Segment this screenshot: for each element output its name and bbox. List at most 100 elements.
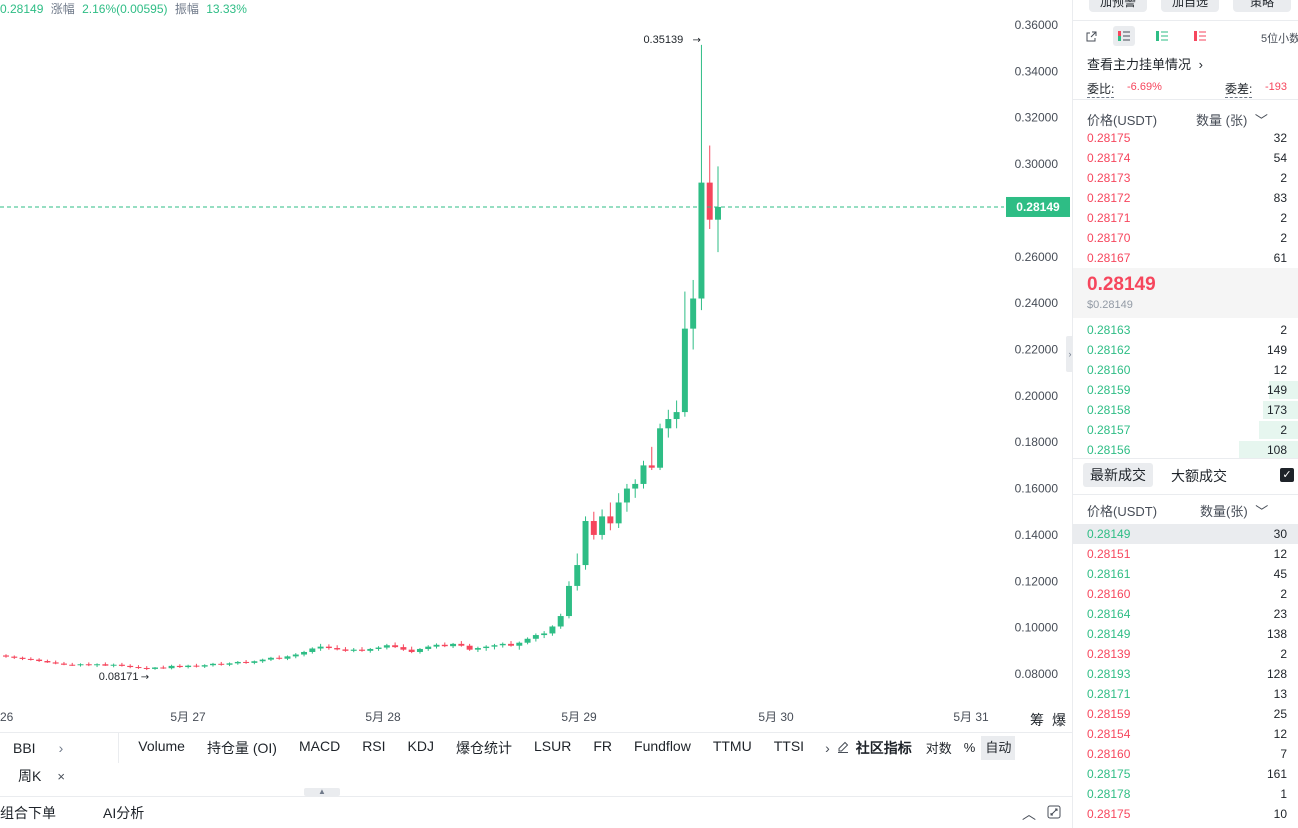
community-indicators[interactable]: 社区指标: [855, 739, 912, 756]
candle-body: [648, 465, 655, 468]
expand-icon[interactable]: [1047, 805, 1061, 822]
last-price-tag: [1006, 196, 1070, 217]
indicator-item[interactable]: 持仓量 (OI): [206, 739, 277, 756]
ask-row[interactable]: 0.28170 2: [1087, 228, 1287, 248]
trade-price: 0.28175: [1087, 807, 1131, 821]
x-tick-label: 26: [0, 710, 14, 724]
tab-large-trades[interactable]: 大额成交: [1171, 468, 1227, 484]
orderbook-bids-view-icon[interactable]: [1153, 26, 1171, 51]
indicator-bbi[interactable]: BBI: [13, 739, 36, 756]
kline-chart[interactable]: 0.360000.340000.320000.300000.280000.260…: [0, 0, 1074, 732]
candle-body: [491, 645, 498, 647]
indicator-item[interactable]: FR: [593, 737, 613, 754]
indicator-item[interactable]: RSI: [362, 737, 386, 754]
indicator-item[interactable]: Volume: [138, 737, 185, 754]
ask-row[interactable]: 0.28174 54: [1087, 148, 1287, 168]
orderbook-both-view-icon[interactable]: [1113, 26, 1135, 46]
trades-qty-header[interactable]: 数量(张) ﹀: [1200, 501, 1268, 520]
ask-price: 0.28175: [1087, 131, 1131, 145]
tab-latest-trades[interactable]: 最新成交: [1083, 463, 1153, 487]
candlestick-chart-svg[interactable]: 0.360000.340000.320000.300000.280000.260…: [0, 0, 1072, 732]
main-orders-link[interactable]: 查看主力挂单情况 ›: [1087, 54, 1203, 73]
candle-body: [375, 647, 382, 649]
bid-row[interactable]: 0.28159 149: [1087, 380, 1298, 400]
chevron-right-icon[interactable]: ›: [58, 739, 64, 756]
log-scale-toggle[interactable]: 对数: [925, 741, 952, 756]
indicator-item[interactable]: Fundflow: [634, 737, 691, 754]
indicator-item[interactable]: 爆仓统计: [455, 739, 512, 756]
mid-price: 0.28149: [1087, 274, 1156, 295]
indicator-item[interactable]: MACD: [298, 737, 341, 754]
divider: [1073, 20, 1298, 21]
y-tick-label: 0.18000: [1015, 435, 1059, 449]
bid-row[interactable]: 0.28160 12: [1087, 360, 1287, 380]
period-tab-weekly[interactable]: 周K: [18, 768, 42, 784]
trade-price: 0.28151: [1087, 547, 1131, 561]
trade-qty: 45: [1273, 567, 1287, 581]
candle-body: [276, 657, 283, 659]
strategy-button[interactable]: 策略: [1233, 0, 1291, 12]
trade-row: 0.28178 1: [1087, 784, 1287, 804]
ask-row[interactable]: 0.28167 61: [1087, 248, 1287, 268]
ask-qty: 32: [1273, 131, 1287, 145]
trade-price: 0.28160: [1087, 747, 1131, 761]
indicator-item[interactable]: TTSI: [773, 737, 805, 754]
trade-price: 0.28164: [1087, 607, 1131, 621]
chevron-right-icon[interactable]: ›: [825, 739, 830, 756]
candle-body: [706, 182, 713, 220]
candle-body: [599, 516, 606, 535]
bid-row[interactable]: 0.28162 149: [1087, 340, 1287, 360]
candle-body: [176, 665, 183, 668]
trade-row: 0.28159 25: [1087, 704, 1287, 724]
bid-row[interactable]: 0.28157 2: [1087, 420, 1298, 440]
chevron-up-icon[interactable]: ︿: [1022, 806, 1036, 822]
ask-row[interactable]: 0.28171 2: [1087, 208, 1287, 228]
orderbook-qty-header[interactable]: 数量 (张) ﹀: [1196, 110, 1268, 129]
trade-row: 0.28171 13: [1087, 684, 1287, 704]
edit-icon[interactable]: [834, 740, 852, 756]
trade-row: 0.28160 2: [1087, 584, 1287, 604]
candle-body: [11, 656, 18, 658]
candle-body: [325, 646, 332, 649]
candle-body: [450, 643, 457, 647]
y-tick-label: 0.10000: [1015, 621, 1059, 635]
candle-body: [27, 658, 34, 660]
add-alert-button[interactable]: 加预警: [1089, 0, 1147, 12]
x-tick-label: 5月 30: [758, 710, 794, 724]
bid-qty: 12: [1273, 363, 1287, 377]
trade-qty: 13: [1273, 687, 1287, 701]
collapse-panel-handle[interactable]: ›: [1066, 336, 1074, 372]
indicator-item[interactable]: KDJ: [407, 737, 434, 754]
add-favorite-button[interactable]: 加自选: [1161, 0, 1219, 12]
indicator-item[interactable]: TTMU: [712, 737, 752, 754]
indicator-item[interactable]: LSUR: [533, 737, 572, 754]
orderbook-asks-view-icon[interactable]: [1191, 26, 1209, 51]
chips-button[interactable]: 筹: [1030, 712, 1044, 728]
tab-ai-analysis[interactable]: AI分析: [103, 804, 145, 821]
candle-body: [185, 665, 192, 668]
popout-icon[interactable]: [1085, 30, 1097, 48]
bid-row[interactable]: 0.28156 108: [1087, 440, 1298, 460]
ask-row[interactable]: 0.28175 32: [1087, 128, 1287, 148]
bid-qty: 173: [1266, 403, 1287, 417]
bid-row[interactable]: 0.28158 173: [1087, 400, 1298, 420]
bid-ratio-label[interactable]: 委比:: [1087, 82, 1115, 98]
percent-scale-toggle[interactable]: %: [963, 740, 976, 755]
close-icon[interactable]: ×: [57, 768, 65, 784]
bid-row[interactable]: 0.28163 2: [1087, 320, 1287, 340]
liquidation-button[interactable]: 爆: [1052, 712, 1066, 728]
resize-handle[interactable]: ▲: [304, 788, 340, 796]
candle-body: [483, 646, 490, 649]
checkbox-checked-icon[interactable]: ✓: [1280, 468, 1294, 482]
ask-row[interactable]: 0.28173 2: [1087, 168, 1287, 188]
bid-diff-label[interactable]: 委差:: [1225, 82, 1253, 98]
candle-body: [359, 649, 365, 651]
ask-row[interactable]: 0.28172 83: [1087, 188, 1287, 208]
candle-body: [441, 644, 448, 647]
candle-body: [317, 646, 324, 649]
auto-scale-toggle[interactable]: 自动: [981, 735, 1016, 760]
candle-body: [77, 664, 84, 666]
trade-qty: 1: [1280, 787, 1287, 801]
precision-select[interactable]: 5位小数: [1261, 33, 1298, 45]
tab-combo-order[interactable]: 组合下单: [0, 804, 56, 821]
